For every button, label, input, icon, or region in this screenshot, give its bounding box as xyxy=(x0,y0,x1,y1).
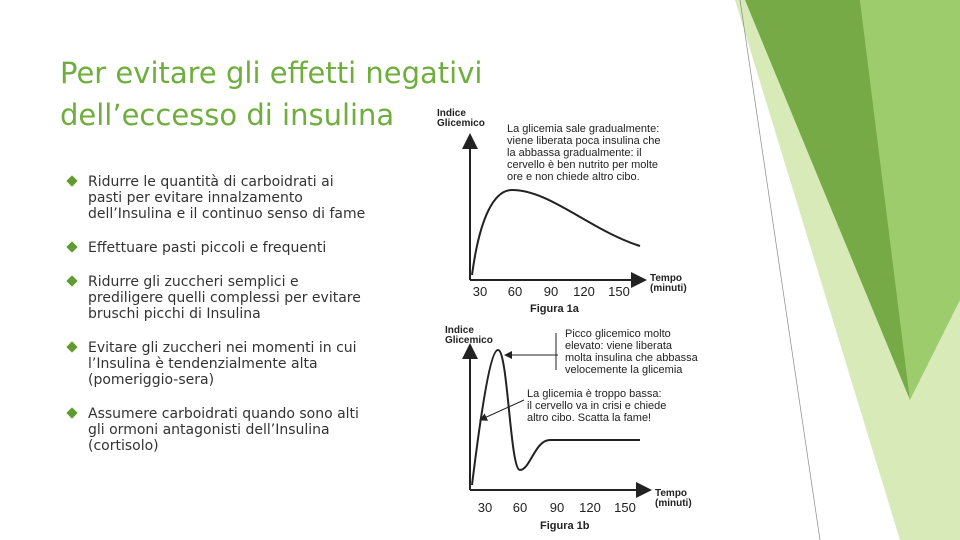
decor-dark xyxy=(745,0,910,400)
bullet: Effettuare pasti piccoli e frequenti xyxy=(66,240,366,256)
x-label: Tempo xyxy=(650,273,682,284)
note: la abbassa gradualmente: il xyxy=(507,147,642,159)
tick-label: 30 xyxy=(478,500,492,515)
tick-label: 150 xyxy=(614,500,636,515)
tick-label: 60 xyxy=(513,500,527,515)
note: cervello è ben nutrito per molte xyxy=(507,159,658,171)
x-label: (minuti) xyxy=(655,498,692,509)
x-label: Tempo xyxy=(655,488,687,499)
tick-label: 90 xyxy=(550,500,564,515)
decor-mid xyxy=(860,0,960,400)
tick-label: 120 xyxy=(573,284,595,299)
caption: Figura 1a xyxy=(530,303,580,315)
note: ore e non chiede altro cibo. xyxy=(507,171,640,183)
tick-label: 30 xyxy=(473,284,487,299)
caption: Figura 1b xyxy=(540,520,590,532)
bullet: Evitare gli zuccheri nei momenti in cui … xyxy=(66,340,366,388)
bullet: Ridurre gli zuccheri semplici e predilig… xyxy=(66,274,366,322)
note: molta insulina che abbassa xyxy=(565,352,699,364)
note: il cervello va in crisi e chiede xyxy=(527,400,666,412)
note: altro cibo. Scatta la fame! xyxy=(527,412,651,424)
tick-label: 150 xyxy=(608,284,630,299)
note: viene liberata poca insulina che xyxy=(507,135,661,147)
y-label: Glicemico xyxy=(437,118,485,129)
bullet: Ridurre le quantità di carboidrati ai pa… xyxy=(66,174,366,222)
tick-label: 90 xyxy=(544,284,558,299)
note: La glicemia è troppo bassa: xyxy=(527,388,662,400)
note: elevato: viene liberata xyxy=(565,340,673,352)
tick-label: 120 xyxy=(579,500,601,515)
y-label: Glicemico xyxy=(445,335,493,346)
curve xyxy=(471,348,640,486)
bullet: Assumere carboidrati quando sono alti gl… xyxy=(66,406,366,454)
title: Per evitare gli effetti negativi dell’ec… xyxy=(60,56,483,132)
note: La glicemia sale gradualmente: xyxy=(507,123,659,135)
x-label: (minuti) xyxy=(650,283,687,294)
note: velocemente la glicemia xyxy=(565,364,683,376)
decor-line xyxy=(739,0,821,540)
bullet-list: Ridurre le quantità di carboidrati ai pa… xyxy=(66,174,366,472)
y-label: Indice xyxy=(445,325,474,336)
curve xyxy=(471,188,641,276)
tick-label: 60 xyxy=(508,284,522,299)
y-label: Indice xyxy=(437,108,466,119)
arrow xyxy=(479,399,525,421)
note: Picco glicemico molto xyxy=(565,328,671,340)
